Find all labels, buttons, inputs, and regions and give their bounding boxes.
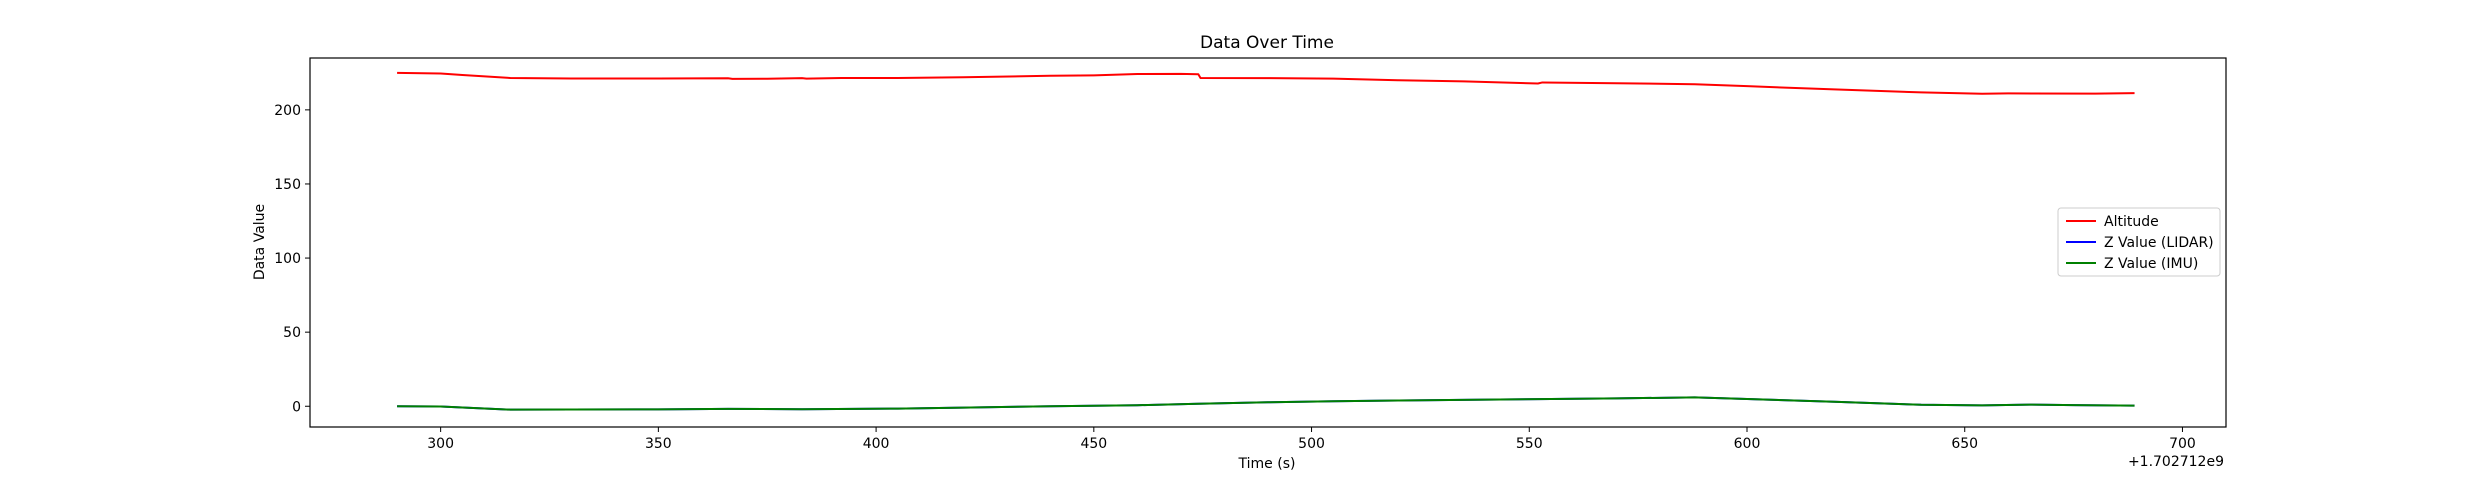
series-line-2 [397,396,2135,411]
x-tick-label: 700 [2169,436,2196,452]
y-axis-title: Data Value [252,204,268,280]
x-tick-label: 350 [645,436,672,452]
x-axis-offset-label: +1.702712e9 [2128,454,2224,470]
y-tick-label: 0 [292,399,301,415]
legend: Altitude Z Value (LIDAR) Z Value (IMU) [2057,207,2221,277]
y-tick-label: 100 [274,251,301,267]
x-tick-label: 600 [1734,436,1761,452]
y-tick-label: 200 [274,103,301,119]
x-tick-label: 300 [427,436,454,452]
y-axis: 0 50 100 150 200 [274,103,310,415]
x-tick-label: 650 [1951,436,1978,452]
x-axis: 300 350 400 450 500 550 600 650 700 [427,427,2196,452]
x-tick-label: 450 [1080,436,1107,452]
x-tick-label: 550 [1516,436,1543,452]
legend-items: Altitude Z Value (LIDAR) Z Value (IMU) [2066,214,2214,272]
x-axis-title: Time (s) [1238,456,1296,472]
plot-frame [309,57,2227,428]
legend-label-1: Z Value (LIDAR) [2104,235,2214,251]
y-tick-label: 50 [283,325,301,341]
x-tick-label: 400 [863,436,890,452]
legend-box [2057,207,2221,277]
chart-title: Data Over Time [1200,33,1334,53]
legend-label-0: Altitude [2104,214,2159,230]
legend-label-2: Z Value (IMU) [2104,256,2198,272]
series-layer [397,71,2135,411]
x-tick-label: 500 [1298,436,1325,452]
series-line-0 [397,71,2135,95]
y-tick-label: 150 [274,177,301,193]
